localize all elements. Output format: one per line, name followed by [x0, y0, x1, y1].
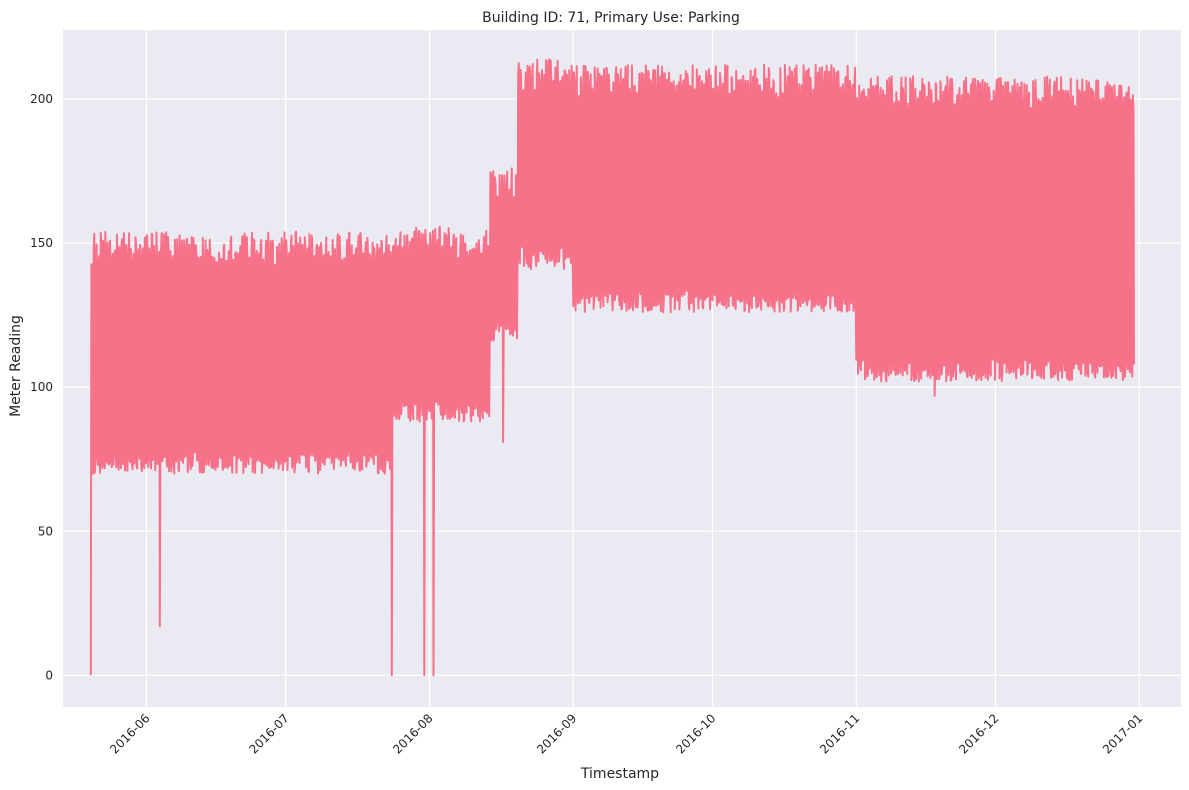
chart-title: Building ID: 71, Primary Use: Parking [482, 10, 740, 26]
x-tick-label: 2016-09 [534, 711, 579, 756]
x-axis-label: Timestamp [580, 766, 659, 782]
x-tick-label: 2016-11 [817, 711, 862, 756]
x-tick-label: 2016-12 [956, 711, 1001, 756]
x-tick-label: 2016-07 [246, 711, 291, 756]
y-tick-label: 150 [30, 236, 53, 250]
y-tick-label: 50 [38, 524, 53, 538]
y-axis-label: Meter Reading [8, 315, 24, 417]
x-tick-label: 2017-01 [1100, 711, 1145, 756]
y-tick-label: 200 [30, 92, 53, 106]
y-tick-label: 100 [30, 380, 53, 394]
series-line [89, 58, 1136, 677]
x-tick-label: 2016-08 [390, 711, 435, 756]
x-tick-label: 2016-06 [107, 711, 152, 756]
y-tick-label: 0 [45, 668, 53, 682]
x-tick-label: 2016-10 [673, 711, 718, 756]
